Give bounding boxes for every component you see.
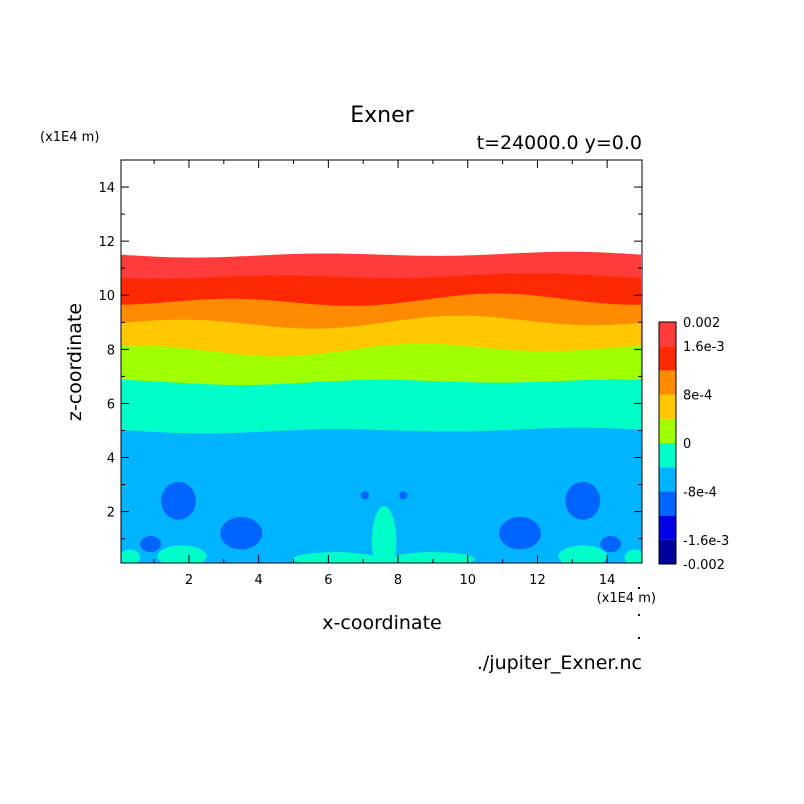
x-axis-label: x-coordinate [322,612,441,634]
contour-cell [600,535,622,553]
source-file-label: ./jupiter_Exner.nc [477,652,642,674]
contour-cell [499,517,541,550]
contour-cell [220,517,263,550]
colorbar-label: -1.6e-3 [683,534,729,549]
corner-marks [638,587,640,639]
y-tick-label: 4 [107,452,115,467]
x-tick-label: 2 [185,573,193,588]
contour-cell [391,552,475,563]
contour-cell [293,552,378,563]
y-tick-label: 12 [98,235,115,250]
contour-cell [399,491,408,500]
x-tick-label: 6 [324,573,332,588]
contour-cell [161,481,196,520]
colorbar-segment [659,539,676,564]
x-unit-label: (x1E4 m) [597,591,656,606]
colorbar-label: -0.002 [683,558,725,573]
y-tick-label: 6 [107,397,115,412]
contour-cell [121,549,141,563]
contour-cell [360,491,370,500]
chart-subtitle: t=24000.0 y=0.0 [477,132,642,154]
colorbar-frame [658,321,677,565]
colorbar-segment [659,515,676,540]
contour-cell [565,481,601,520]
contour-cell [140,535,162,553]
colorbar-label: -8e-4 [683,485,717,500]
x-tick-label: 14 [599,573,616,588]
y-unit-label: (x1E4 m) [40,130,99,145]
contour-cell [371,506,397,563]
colorbar-segment [659,346,676,371]
contour-field [121,251,642,563]
colorbar-label: 0.002 [683,316,720,331]
colorbar-segment [659,443,676,468]
colorbar-label: 1.6e-3 [683,340,725,355]
colorbar-segment [659,322,676,347]
x-tick-label: 8 [394,573,402,588]
plot-frame [120,159,643,564]
y-tick-label: 10 [98,289,115,304]
colorbar-segment [659,418,676,443]
colorbar-segment [659,394,676,419]
colorbar-label: 8e-4 [683,389,712,404]
contour-cell [157,545,207,563]
colorbar-label: 0 [683,437,691,452]
colorbar: 0.002 1.6e-3 8e-4 0 -8e-4 -1.6e-3 -0.002 [658,316,729,573]
x-tick-label: 12 [529,573,546,588]
y-tick-label: 8 [107,343,115,358]
colorbar-segment [659,491,676,516]
y-tick-label: 2 [107,506,115,521]
contour-cell [624,549,642,563]
colorbar-segment [659,467,676,492]
chart-title: Exner [350,103,414,128]
axis-ticks: 2 4 6 8 10 12 14 2 4 6 8 10 12 14 [98,159,643,588]
x-tick-label: 4 [255,573,263,588]
contour-cell [558,545,608,563]
colorbar-segment [659,370,676,395]
y-tick-label: 14 [98,181,115,196]
x-tick-label: 10 [459,573,476,588]
y-axis-label: z-coordinate [64,303,86,421]
